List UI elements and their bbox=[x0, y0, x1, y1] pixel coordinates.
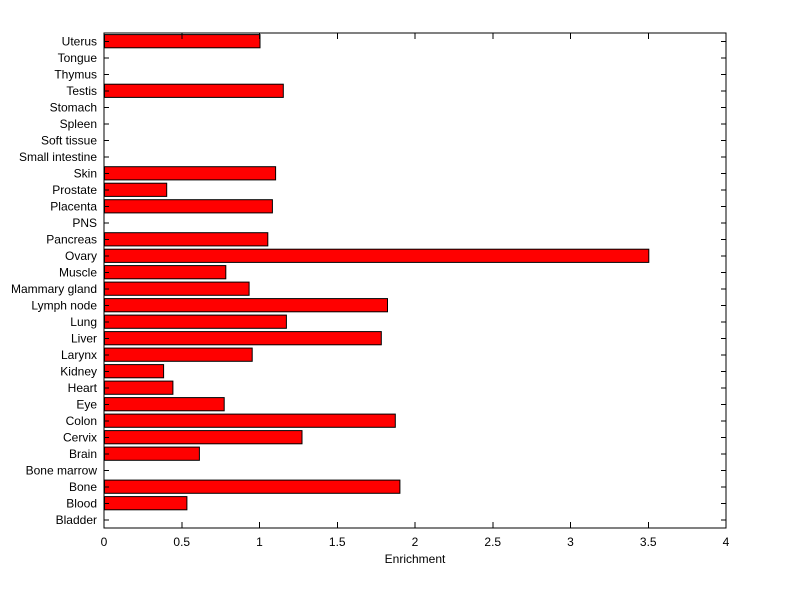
y-tick-label: Soft tissue bbox=[41, 133, 97, 147]
bar bbox=[104, 232, 269, 247]
y-tick-label: Testis bbox=[66, 84, 97, 98]
bar bbox=[104, 446, 200, 461]
y-tick-label: Mammary gland bbox=[11, 282, 97, 296]
bar bbox=[104, 479, 401, 494]
bar bbox=[104, 496, 188, 511]
y-tick-label: Brain bbox=[69, 447, 97, 461]
y-tick-label: Bladder bbox=[56, 513, 97, 527]
y-tick-label: Blood bbox=[66, 496, 97, 510]
bar bbox=[104, 347, 253, 362]
y-tick-label: Bone marrow bbox=[26, 463, 98, 477]
x-tick-label: 3 bbox=[567, 535, 574, 549]
bar bbox=[104, 83, 284, 98]
x-tick-label: 1 bbox=[256, 535, 263, 549]
y-tick-label: Spleen bbox=[60, 117, 97, 131]
x-tick-label: 2 bbox=[412, 535, 419, 549]
bar bbox=[104, 199, 273, 214]
y-tick-label: Uterus bbox=[62, 34, 97, 48]
bar bbox=[104, 331, 382, 346]
bar bbox=[104, 248, 650, 263]
x-axis-label: Enrichment bbox=[385, 552, 446, 566]
bar bbox=[104, 397, 225, 412]
y-tick-label: Kidney bbox=[60, 364, 97, 378]
bar bbox=[104, 265, 227, 280]
y-tick-label: Tongue bbox=[58, 51, 98, 65]
y-tick-label: Small intestine bbox=[19, 150, 97, 164]
y-tick-label: Placenta bbox=[50, 199, 97, 213]
bar bbox=[104, 413, 396, 428]
bar bbox=[104, 314, 287, 329]
y-tick-label: Larynx bbox=[61, 348, 97, 362]
bar bbox=[104, 430, 303, 445]
bar bbox=[104, 182, 168, 197]
y-tick-label: Muscle bbox=[59, 265, 97, 279]
x-tick-label: 4 bbox=[723, 535, 730, 549]
y-tick-label: Eye bbox=[76, 397, 97, 411]
y-tick-label: Prostate bbox=[52, 183, 97, 197]
y-tick-label: Liver bbox=[71, 331, 97, 345]
y-tick-label: Skin bbox=[74, 166, 97, 180]
bar bbox=[104, 364, 165, 379]
y-tick-label: Heart bbox=[68, 381, 98, 395]
x-tick-label: 2.5 bbox=[484, 535, 501, 549]
y-tick-label: Colon bbox=[66, 414, 97, 428]
x-tick-label: 1.5 bbox=[329, 535, 346, 549]
bar bbox=[104, 298, 388, 313]
plot-box bbox=[103, 32, 727, 529]
y-tick-label: Lung bbox=[70, 315, 97, 329]
y-tick-label: Stomach bbox=[50, 100, 97, 114]
y-tick-label: Lymph node bbox=[31, 298, 97, 312]
bar bbox=[104, 281, 250, 296]
y-tick-label: Cervix bbox=[63, 430, 97, 444]
x-tick-label: 3.5 bbox=[640, 535, 657, 549]
y-tick-label: Thymus bbox=[54, 67, 97, 81]
bar bbox=[104, 380, 174, 395]
y-tick-label: PNS bbox=[72, 216, 97, 230]
bar bbox=[104, 166, 277, 181]
y-tick-label: Pancreas bbox=[46, 232, 97, 246]
y-tick-label: Ovary bbox=[65, 249, 97, 263]
y-tick-label: Bone bbox=[69, 480, 97, 494]
x-tick-label: 0 bbox=[101, 535, 108, 549]
x-tick-label: 0.5 bbox=[173, 535, 190, 549]
